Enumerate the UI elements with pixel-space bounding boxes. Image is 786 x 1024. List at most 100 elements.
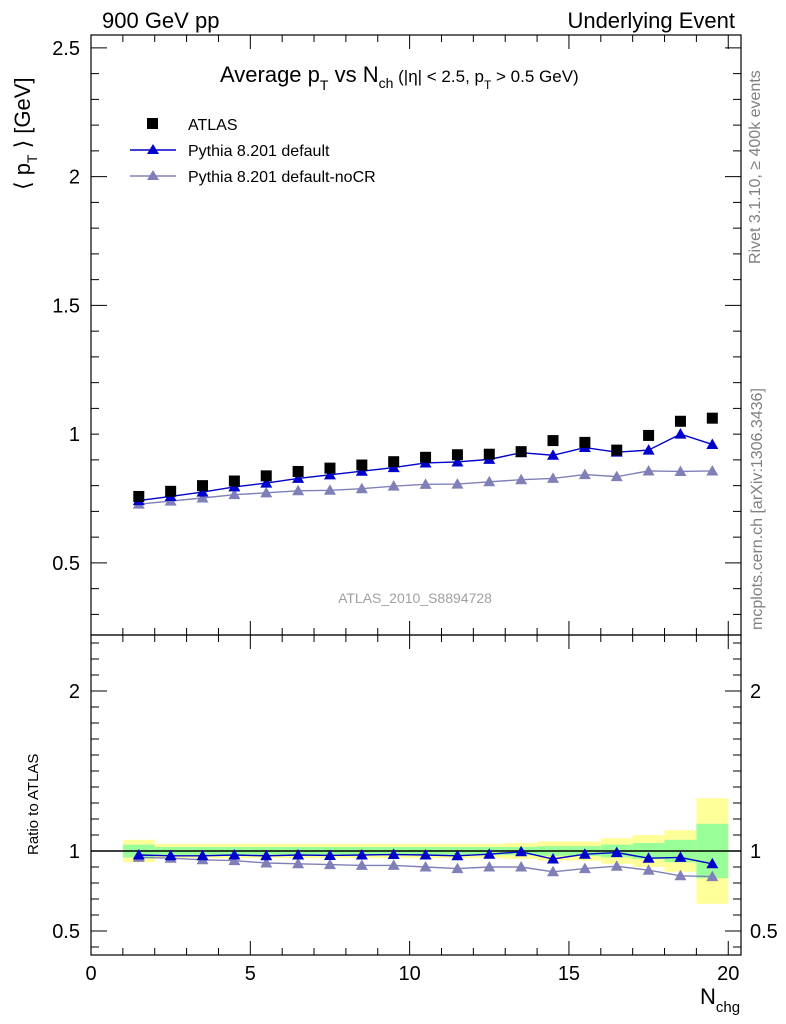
ratio-point-default: [674, 851, 687, 862]
ratio-point-nocr: [674, 869, 687, 881]
main-point-atlas: [515, 446, 527, 458]
main-point-atlas: [260, 470, 272, 482]
main-point-default: [196, 486, 209, 497]
ratio-point-nocr: [451, 862, 464, 874]
title-mid: vs N: [328, 62, 378, 87]
legend-label-nocr: Pythia 8.201 default-noCR: [188, 169, 376, 186]
ratio-point-nocr: [387, 859, 400, 870]
x-tick-label: 10: [399, 963, 421, 985]
ylabel-post: ⟩ [GeV]: [10, 77, 35, 154]
x-tick-label: 5: [245, 963, 256, 985]
main-point-atlas: [197, 480, 209, 492]
legend-marker-atlas: [147, 118, 158, 129]
main-point-nocr: [387, 480, 400, 491]
ratio-y-tick-label-right: 2: [750, 681, 761, 703]
ratio-point-nocr: [419, 861, 432, 872]
ratio-point-nocr: [355, 859, 368, 870]
x-tick-label: 0: [85, 963, 96, 985]
main-point-default: [323, 468, 336, 480]
main-point-atlas: [388, 456, 400, 468]
title-mid-sub: ch: [379, 75, 394, 91]
main-point-atlas: [228, 475, 240, 487]
main-point-nocr: [323, 484, 336, 495]
ratio-panel-frame: [90, 634, 742, 956]
main-point-nocr: [547, 472, 560, 483]
ratio-point-default: [228, 849, 241, 860]
mcplots-label: mcplots.cern.ch [arXiv:1306.3436]: [749, 388, 766, 630]
main-y-tick-label: 1: [69, 424, 80, 446]
main-y-tick-label: 0.5: [52, 553, 80, 575]
chart-marks: 0 5 10 15 20 0.5 1 1.5 2 2.5 0.5 0.5 1 1 2 2: [52, 35, 778, 985]
analysis-watermark: ATLAS_2010_S8894728: [338, 590, 492, 606]
main-point-nocr: [196, 492, 209, 503]
main-point-nocr: [515, 473, 528, 485]
main-point-default: [451, 455, 464, 467]
ratio-point-default: [515, 845, 528, 857]
ratio-point-nocr: [706, 870, 719, 882]
ratio-point-default: [419, 849, 432, 860]
main-point-nocr: [260, 486, 273, 498]
ratio-point-nocr: [578, 862, 591, 874]
ratio-y-tick-label-right: 0.5: [750, 921, 778, 943]
main-y-tick-label: 2.5: [52, 38, 80, 60]
ylabel-sub: T: [24, 154, 40, 163]
main-point-atlas: [356, 459, 368, 471]
main-y-tick-label: 2: [69, 167, 80, 189]
legend: ATLAS Pythia 8.201 default Pythia 8.201 …: [130, 117, 376, 186]
main-point-nocr: [483, 475, 496, 487]
title-cut-sub: T: [484, 78, 492, 92]
ratio-point-default: [451, 849, 464, 861]
x-tick-label: 20: [717, 963, 739, 985]
main-point-atlas: [579, 436, 591, 448]
title-pre-sub: T: [320, 77, 329, 93]
ratio-y-tick-label-right: 1: [750, 841, 761, 863]
main-y-axis-label: ⟨ pT ⟩ [GeV]: [10, 77, 40, 190]
main-point-atlas: [547, 435, 559, 447]
ratio-point-nocr: [483, 861, 496, 872]
main-point-atlas: [133, 490, 145, 502]
main-point-nocr: [228, 488, 241, 500]
ratio-y-tick-label-left: 1: [69, 841, 80, 863]
main-point-atlas: [706, 412, 718, 424]
ratio-y-axis-label: Ratio to ATLAS: [25, 754, 42, 855]
main-point-default: [547, 449, 560, 460]
main-point-atlas: [674, 415, 686, 427]
legend-marker-nocr: [147, 170, 159, 180]
title-cut-pre: (|η| < 2.5, p: [393, 67, 484, 86]
main-point-atlas: [451, 449, 463, 461]
main-point-nocr: [451, 478, 464, 489]
main-y-tick-label: 1.5: [52, 295, 80, 317]
ylabel-pre: ⟨ p: [10, 163, 35, 190]
main-point-nocr: [419, 478, 432, 489]
ratio-point-nocr: [323, 858, 336, 870]
title-cut-post: > 0.5 GeV): [491, 67, 578, 86]
ratio-point-default: [387, 848, 400, 860]
chart-title: Average pT vs Nch (|η| < 2.5, pT > 0.5 G…: [220, 62, 579, 93]
main-point-atlas: [643, 429, 655, 441]
ratio-point-default: [260, 849, 273, 861]
ratio-point-default: [355, 849, 368, 860]
ratio-point-default: [132, 849, 145, 860]
main-point-atlas: [483, 448, 495, 460]
xlabel-main: N: [700, 984, 716, 1009]
main-point-default: [260, 477, 273, 488]
main-point-nocr: [292, 484, 305, 496]
ratio-y-tick-label-left: 0.5: [52, 921, 80, 943]
main-point-nocr: [610, 470, 623, 482]
ratio-point-nocr: [642, 864, 655, 875]
rivet-label: Rivet 3.1.10, ≥ 400k events: [747, 70, 764, 264]
main-point-atlas: [324, 462, 336, 474]
ratio-point-default: [610, 846, 623, 858]
ratio-point-nocr: [610, 860, 623, 871]
main-point-nocr: [642, 464, 655, 476]
main-point-nocr: [706, 464, 719, 476]
main-point-default: [292, 472, 305, 483]
legend-label-default: Pythia 8.201 default: [188, 143, 330, 160]
ratio-point-default: [292, 849, 305, 860]
ratio-point-default: [164, 849, 177, 861]
main-point-default: [642, 444, 655, 455]
x-tick-label: 15: [558, 963, 580, 985]
ratio-point-default: [578, 848, 591, 859]
header-left: 900 GeV pp: [102, 8, 219, 33]
main-point-nocr: [578, 468, 591, 480]
